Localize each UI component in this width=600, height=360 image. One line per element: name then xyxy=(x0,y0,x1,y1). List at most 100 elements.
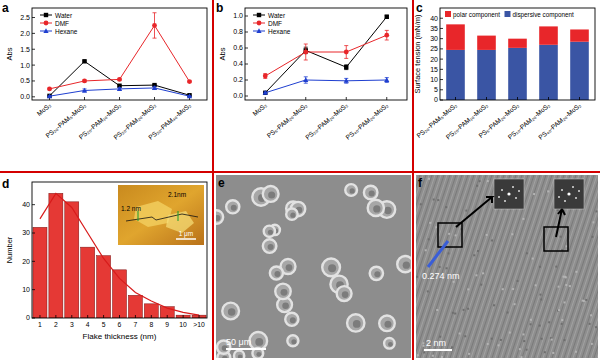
error-cap xyxy=(385,40,389,41)
particle-core xyxy=(268,244,274,250)
x-tick xyxy=(55,315,56,318)
noise xyxy=(565,284,567,286)
particle-core xyxy=(282,302,289,309)
y-tick xyxy=(245,80,248,81)
error-cap xyxy=(385,30,389,31)
y-tick-label: 40 xyxy=(22,201,30,208)
x-tick-label: 8 xyxy=(149,321,153,328)
inset-image xyxy=(118,185,204,245)
lattice-fringe xyxy=(416,175,450,358)
fft-spot xyxy=(578,190,580,192)
y-tick-label: 20 xyxy=(430,56,438,63)
noise xyxy=(526,349,528,351)
particle xyxy=(322,258,340,276)
noise xyxy=(475,274,477,276)
y-tick-label: 40 xyxy=(430,15,438,22)
particle-core xyxy=(268,230,273,235)
bar xyxy=(113,270,127,318)
x-tick-label: 9 xyxy=(165,321,169,328)
particle-core xyxy=(222,356,228,358)
particle-core xyxy=(384,321,391,328)
x-tick xyxy=(486,97,487,100)
bar xyxy=(446,50,465,100)
y-tick xyxy=(440,100,443,101)
error-bar xyxy=(304,44,308,60)
particle-core xyxy=(369,190,375,196)
x-tick-label: 6 xyxy=(118,321,122,328)
y-tick xyxy=(245,96,248,97)
y-tick xyxy=(245,64,248,65)
noise xyxy=(446,267,448,269)
x-tick xyxy=(455,97,456,100)
particle-core xyxy=(290,317,296,323)
particle-core xyxy=(290,213,295,218)
y-axis-label: Number xyxy=(5,236,14,263)
y-tick xyxy=(32,33,35,34)
error-cap xyxy=(304,44,308,45)
x-tick xyxy=(167,315,168,318)
particle-core xyxy=(255,338,263,346)
noise xyxy=(454,313,456,315)
x-tick xyxy=(39,315,40,318)
noise xyxy=(423,351,425,353)
height-profile xyxy=(126,214,198,221)
noise xyxy=(427,290,429,292)
noise xyxy=(511,233,513,235)
fft-inset xyxy=(494,179,524,209)
x-tick xyxy=(103,315,104,318)
noise xyxy=(595,326,597,328)
noise xyxy=(539,294,541,296)
legend-label: Hexane xyxy=(55,28,78,35)
y-tick-label: 20 xyxy=(22,258,30,265)
noise xyxy=(486,234,488,236)
x-tick xyxy=(119,97,120,100)
divider xyxy=(0,171,600,173)
particle xyxy=(216,210,223,224)
scale-bar-label: 2 nm xyxy=(426,338,446,348)
particle xyxy=(286,208,297,219)
marker xyxy=(44,21,49,26)
y-tick-label: 0.0 xyxy=(233,92,243,99)
noise xyxy=(517,280,519,282)
legend-label: dispersive component xyxy=(513,11,575,19)
series-line xyxy=(265,80,387,93)
y-tick-label: 0.5 xyxy=(20,77,30,84)
image-background xyxy=(416,175,598,358)
noise xyxy=(595,210,597,212)
y-tick xyxy=(32,65,35,66)
fft-inset xyxy=(554,179,584,209)
x-tick xyxy=(71,315,72,318)
noise xyxy=(551,339,553,341)
noise xyxy=(557,310,559,312)
noise xyxy=(455,234,457,236)
noise xyxy=(436,309,438,311)
fft-spot xyxy=(515,197,517,199)
error-bar xyxy=(344,65,348,70)
x-tick xyxy=(346,97,347,100)
particle xyxy=(379,316,395,332)
noise xyxy=(491,338,493,340)
x-tick-label: PS₂₀-PAM₄₀-MoS₂ xyxy=(147,101,193,141)
y-tick-label: 0.4 xyxy=(233,60,243,67)
scale-bar-label: 50 μm xyxy=(226,337,251,347)
noise xyxy=(445,206,447,208)
lattice-fringe xyxy=(597,175,598,358)
noise xyxy=(453,281,455,283)
noise xyxy=(539,325,541,327)
y-tick xyxy=(32,204,35,205)
particle xyxy=(364,186,378,200)
scale-bar xyxy=(424,349,452,351)
marker xyxy=(256,28,261,33)
legend-label: Water xyxy=(268,12,286,19)
arrow xyxy=(556,209,565,237)
y-tick-label: 1.5 xyxy=(20,46,30,53)
bar-group xyxy=(446,24,589,100)
x-tick-label: 4 xyxy=(86,321,90,328)
noise xyxy=(539,266,541,268)
lattice-fringe xyxy=(546,175,598,358)
noise xyxy=(522,218,524,220)
noise xyxy=(493,304,495,306)
x-tick-label: >10 xyxy=(193,321,205,328)
fft-spot xyxy=(567,192,570,195)
noise xyxy=(482,272,484,274)
